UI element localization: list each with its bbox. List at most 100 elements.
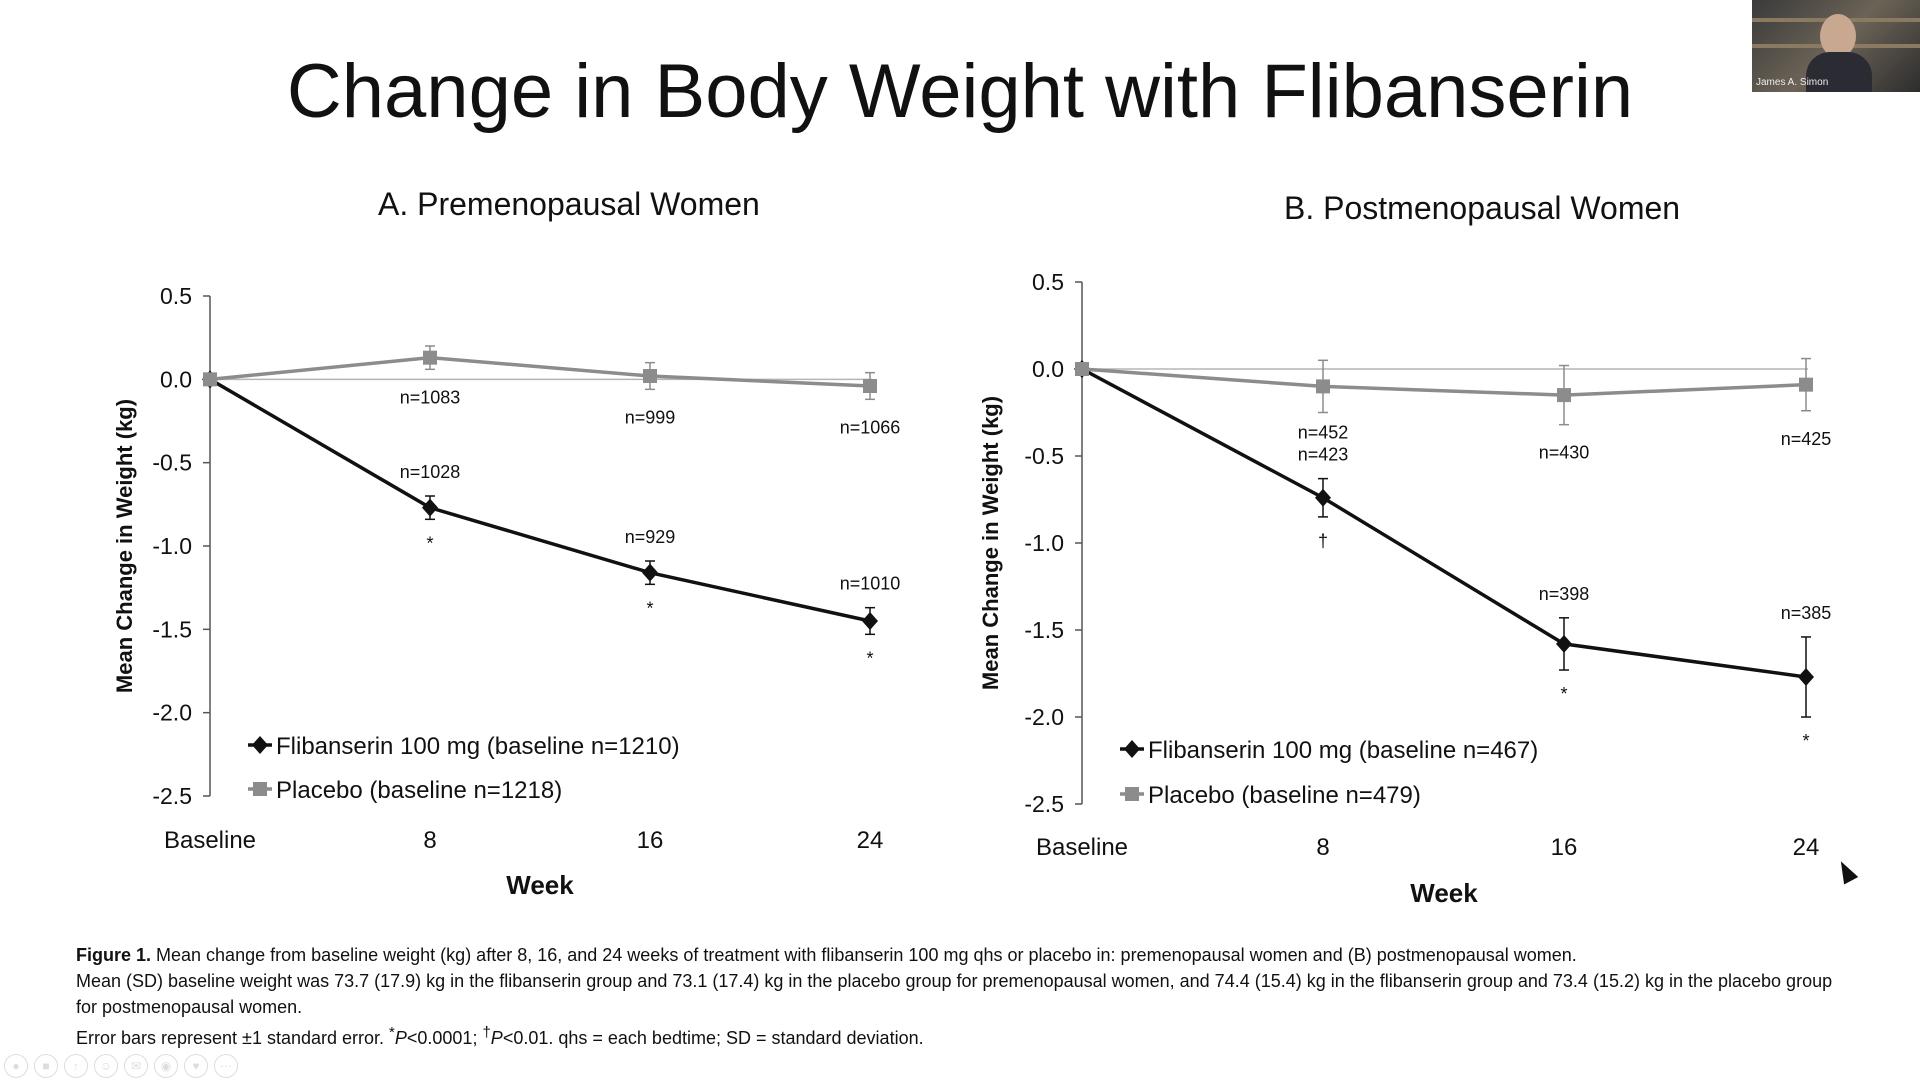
panel-b-flibanserin-n-label: n=385	[1781, 603, 1832, 623]
participant-video-thumbnail[interactable]: James A. Simon	[1752, 0, 1920, 92]
participant-name: James A. Simon	[1756, 77, 1829, 88]
panel-a-x-axis-label: Week	[506, 870, 574, 900]
panel-b-y-tick-label: -0.5	[1024, 443, 1064, 469]
panel-title-premenopausal: A. Premenopausal Women	[378, 186, 760, 222]
more-icon[interactable]: ⋯	[214, 1054, 238, 1078]
panel-a-legend-flibanserin-marker	[252, 736, 268, 754]
panel-b-placebo-point	[1075, 362, 1089, 376]
panel-a-x-tick-label: 8	[423, 827, 436, 854]
caption-line-1: Figure 1. Mean change from baseline weig…	[76, 942, 1846, 968]
panel-b-x-tick-label: 16	[1551, 834, 1578, 861]
record-icon[interactable]: ◉	[154, 1054, 178, 1078]
panel-b-placebo-n-label: n=430	[1539, 443, 1590, 463]
panel-a-placebo-point	[203, 372, 217, 387]
panel-a-flibanserin-point	[422, 498, 438, 517]
panel-a-y-tick-label: -2.5	[152, 783, 192, 809]
participant-face	[1820, 14, 1856, 58]
panel-a-flibanserin-significance-marker: *	[646, 598, 653, 618]
panel-a-y-tick-label: -2.0	[152, 700, 192, 726]
panel-a-placebo-n-label: n=1066	[840, 417, 901, 437]
panel-b-x-tick-label: 24	[1793, 834, 1820, 861]
panel-b-legend-flibanserin-marker	[1124, 740, 1140, 758]
panel-a-placebo-n-label: n=999	[625, 407, 676, 427]
participants-icon[interactable]: ☺	[94, 1054, 118, 1078]
mic-icon[interactable]: ●	[4, 1054, 28, 1078]
panel-a-flibanserin-line	[209, 377, 871, 623]
meeting-toolbar: ● ■ ↑ ☺ ✉ ◉ ♥ ⋯	[4, 1054, 238, 1078]
chat-icon[interactable]: ✉	[124, 1054, 148, 1078]
panel-b-y-tick-label: -2.0	[1024, 704, 1064, 730]
panel-a-placebo-point	[643, 369, 657, 383]
panel-a-placebo-point	[863, 379, 877, 393]
panel-b-y-tick-label: 0.0	[1032, 356, 1064, 382]
panel-a-y-tick-label: 0.5	[160, 283, 192, 309]
panel-a-legend-flibanserin-label: Flibanserin 100 mg (baseline n=1210)	[276, 733, 680, 760]
panel-b-placebo-point	[1799, 377, 1813, 392]
panel-b-y-tick-label: -1.0	[1024, 530, 1064, 556]
panel-b-flibanserin-significance-marker: *	[1802, 731, 1809, 751]
caption-dagger: †	[482, 1024, 491, 1041]
panel-b-x-tick-label: 8	[1316, 834, 1329, 861]
caption-figure-label: Figure 1.	[76, 945, 152, 965]
panel-a-flibanserin-point	[862, 612, 878, 630]
panel-b-placebo-point	[1557, 388, 1571, 403]
panel-a-x-tick-label: 16	[637, 827, 664, 854]
panel-b-x-tick-label: Baseline	[1036, 834, 1128, 861]
panel-b-x-axis-label: Week	[1410, 878, 1478, 908]
panel-a-x-tick-label: 24	[857, 827, 884, 854]
caption-p2: P	[490, 1028, 503, 1048]
caption-definitions: <0.01. qhs = each bedtime; SD = standard…	[502, 1028, 924, 1048]
panel-b-placebo-line	[1081, 367, 1807, 397]
caption-line-3: Error bars represent ±1 standard error. …	[76, 1020, 1846, 1051]
participant-body	[1806, 52, 1872, 92]
panel-b-flibanserin-significance-marker: †	[1318, 531, 1328, 551]
panel-b-legend-placebo-marker	[1125, 787, 1139, 801]
panel-a-flibanserin-point	[642, 563, 658, 582]
charts-canvas: 0.5 0.0 -0.5 -1.0 -1.5 -2.0 -2.5 Baseline 8 16 24 W…	[112, 269, 1832, 908]
caption-error-bars: Error bars represent ±1 standard error.	[76, 1028, 390, 1048]
panel-a-y-tick-label: 0.0	[160, 366, 192, 392]
video-icon[interactable]: ■	[34, 1054, 58, 1078]
panel-b-y-tick-label: -1.5	[1024, 617, 1064, 643]
caption-line-1-text: Mean change from baseline weight (kg) af…	[151, 945, 1577, 965]
panel-a-flibanserin-n-label: n=1028	[400, 462, 461, 482]
panel-a-placebo-n-label: n=1083	[400, 387, 461, 407]
caption-star: *	[389, 1024, 395, 1041]
panel-b-flibanserin-point	[1798, 667, 1814, 686]
panel-a-placebo-line	[209, 355, 871, 388]
panel-b-legend-placebo-label: Placebo (baseline n=479)	[1148, 782, 1421, 809]
panel-a-x-tick-label: Baseline	[164, 827, 256, 854]
panel-b-placebo-n-label: n=425	[1781, 429, 1832, 449]
panel-a-flibanserin-significance-marker: *	[866, 648, 873, 668]
slide-title: Change in Body Weight with Flibanserin	[286, 49, 1634, 134]
panel-b-y-tick-label: -2.5	[1024, 791, 1064, 817]
panel-a-flibanserin-n-label: n=929	[625, 527, 676, 547]
panel-b-flibanserin-significance-marker: *	[1560, 684, 1567, 704]
panel-b-legend-flibanserin-label: Flibanserin 100 mg (baseline n=467)	[1148, 737, 1538, 764]
panel-a-flibanserin-n-label: n=1010	[840, 574, 901, 594]
panel-a-placebo-point	[423, 350, 437, 365]
panel-b-flibanserin-point	[1556, 634, 1572, 653]
figure-caption: Figure 1. Mean change from baseline weig…	[76, 942, 1846, 1051]
caption-p1: P	[394, 1028, 407, 1048]
panel-a-legend-placebo-label: Placebo (baseline n=1218)	[276, 777, 562, 804]
panel-b-flibanserin-line	[1081, 367, 1807, 679]
caption-line-2: Mean (SD) baseline weight was 73.7 (17.9…	[76, 971, 1833, 1017]
panel-a-legend-placebo-marker	[253, 782, 267, 796]
panel-title-postmenopausal: B. Postmenopausal Women	[1284, 190, 1681, 226]
panel-b-flibanserin-n-label: n=398	[1539, 584, 1590, 604]
caption-p1-value: <0.0001;	[406, 1028, 483, 1048]
panel-b-y-axis-label: Mean Change in Weight (kg)	[978, 396, 1003, 690]
panel-b-flibanserin-point	[1315, 488, 1331, 507]
reactions-icon[interactable]: ♥	[184, 1054, 208, 1078]
panel-b-y-tick-label: 0.5	[1032, 269, 1064, 295]
panel-b-placebo-point	[1316, 379, 1330, 394]
panel-a-y-tick-label: -0.5	[152, 450, 192, 476]
panel-a-y-tick-label: -1.5	[152, 616, 192, 642]
panel-a-y-axis-label: Mean Change in Weight (kg)	[112, 399, 137, 693]
panel-b-flibanserin-n-label: n=423	[1298, 445, 1349, 465]
panel-a-flibanserin-significance-marker: *	[426, 533, 433, 553]
panel-a-y-tick-label: -1.0	[152, 533, 192, 559]
panel-b-placebo-n-label: n=452	[1298, 423, 1349, 443]
share-icon[interactable]: ↑	[64, 1054, 88, 1078]
